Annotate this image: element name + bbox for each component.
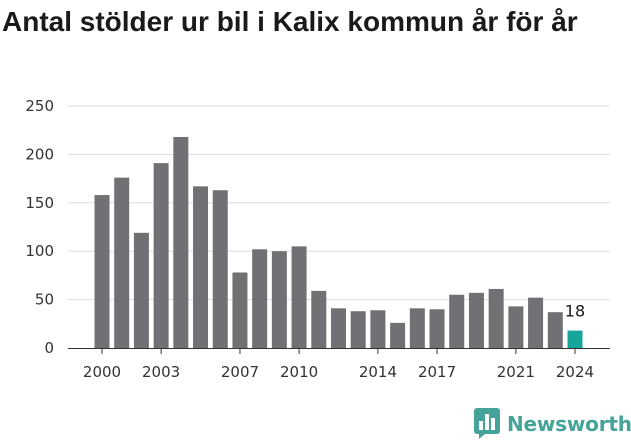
bar-2012 bbox=[330, 308, 346, 348]
x-axis-tick-labels: 2000 2003 2007 2010 2014 2017 2021 2024 bbox=[83, 349, 594, 381]
x-tick-label: 2000 bbox=[83, 363, 121, 381]
x-tick-label: 2007 bbox=[221, 363, 259, 381]
bar-2003 bbox=[153, 163, 169, 348]
y-axis-tick-labels: 0 50 100 150 200 250 bbox=[25, 97, 54, 357]
bar-2020 bbox=[488, 288, 504, 348]
bar-2010 bbox=[291, 246, 307, 348]
bar-2015 bbox=[390, 322, 406, 348]
bar-2009 bbox=[271, 251, 287, 348]
y-tick-label: 0 bbox=[44, 339, 54, 357]
bar-chart-logo-icon bbox=[474, 408, 500, 439]
x-tick-label: 2010 bbox=[280, 363, 318, 381]
x-tick-label: 2021 bbox=[497, 363, 535, 381]
newsworthy-logo: Newsworthy bbox=[474, 408, 631, 440]
bar-2008 bbox=[252, 249, 268, 348]
bar-2024 bbox=[567, 330, 583, 348]
x-tick-label: 2024 bbox=[556, 363, 594, 381]
x-tick-label: 2017 bbox=[418, 363, 456, 381]
x-tick-label: 2014 bbox=[359, 363, 397, 381]
bar-2013 bbox=[350, 311, 366, 348]
x-tick-label: 2003 bbox=[142, 363, 180, 381]
bars bbox=[94, 136, 583, 348]
bar-2006 bbox=[212, 190, 228, 348]
data-label: 18 bbox=[565, 302, 585, 321]
bar-2011 bbox=[311, 290, 327, 348]
bar-2017 bbox=[429, 309, 445, 348]
y-tick-label: 200 bbox=[25, 145, 54, 163]
bar-2021 bbox=[508, 306, 524, 348]
bar-2022 bbox=[528, 297, 544, 348]
bar-2019 bbox=[468, 292, 484, 348]
bar-2005 bbox=[193, 186, 209, 348]
bar-2016 bbox=[409, 308, 425, 348]
bar-2004 bbox=[173, 136, 189, 348]
bar-2000 bbox=[94, 195, 110, 348]
bar-2002 bbox=[133, 232, 149, 348]
data-labels: 18 bbox=[565, 302, 585, 321]
bar-2023 bbox=[547, 312, 563, 348]
bar-2007 bbox=[232, 272, 248, 348]
y-tick-label: 100 bbox=[25, 242, 54, 260]
bar-2014 bbox=[370, 310, 386, 348]
gridlines bbox=[68, 105, 610, 301]
y-tick-label: 250 bbox=[25, 97, 54, 115]
y-tick-label: 150 bbox=[25, 194, 54, 212]
bar-2018 bbox=[449, 294, 465, 348]
brand-name: Newsworthy bbox=[507, 412, 631, 436]
y-tick-label: 50 bbox=[35, 291, 54, 309]
bar-2001 bbox=[114, 177, 130, 348]
chart-title: Antal stölder ur bil i Kalix kommun år f… bbox=[2, 6, 578, 37]
